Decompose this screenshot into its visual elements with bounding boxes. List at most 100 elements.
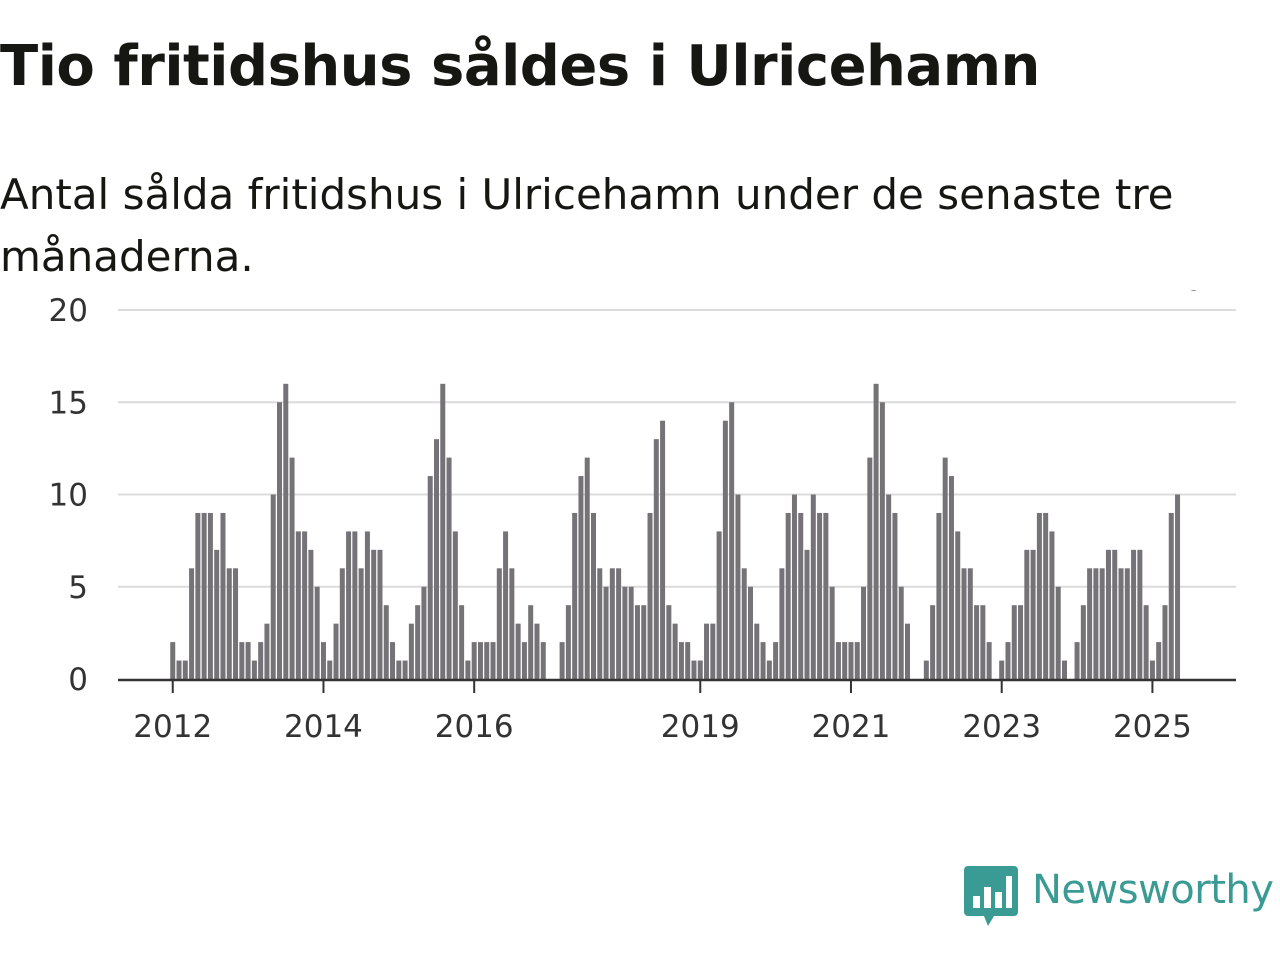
bar <box>1131 549 1137 679</box>
bar <box>779 568 785 679</box>
y-tick-label: 15 <box>49 385 88 421</box>
bar <box>773 642 779 679</box>
bar <box>182 660 188 679</box>
bar <box>327 660 333 679</box>
bar <box>955 531 961 679</box>
bar <box>967 568 973 679</box>
bar <box>201 512 207 679</box>
bar <box>402 660 408 679</box>
bar <box>653 439 659 679</box>
bar <box>835 642 841 679</box>
bar <box>817 512 823 679</box>
bar <box>170 642 176 679</box>
bar <box>678 642 684 679</box>
bar <box>415 605 421 679</box>
bar <box>383 605 389 679</box>
bar <box>1049 531 1055 679</box>
bar <box>1030 549 1036 679</box>
bar <box>195 512 201 679</box>
y-axis-ticks: 0 5 10 15 20 <box>49 293 88 698</box>
bar <box>333 623 339 679</box>
bar <box>352 531 358 679</box>
bar <box>396 660 402 679</box>
bar <box>741 568 747 679</box>
bar <box>521 642 527 679</box>
bar <box>748 586 753 679</box>
bar <box>873 383 879 679</box>
x-tick-label: 2025 <box>1113 709 1192 745</box>
bar <box>233 568 239 679</box>
bar <box>176 660 182 679</box>
bar <box>622 586 628 679</box>
bar <box>258 642 264 679</box>
bar <box>559 642 565 679</box>
bar <box>1118 568 1124 679</box>
bar <box>245 642 251 679</box>
x-axis-ticks: 2012 2014 2016 2019 2021 2023 2025 <box>133 680 1192 745</box>
bar <box>647 512 653 679</box>
x-tick-label: 2014 <box>284 709 363 745</box>
bar <box>308 549 314 679</box>
bar <box>1143 605 1149 679</box>
bar <box>1011 605 1017 679</box>
newsworthy-logo: Newsworthy <box>964 864 1280 928</box>
bar <box>289 457 295 679</box>
bar <box>810 494 816 679</box>
bar <box>829 586 835 679</box>
bar <box>898 586 904 679</box>
bar-chart: 0 5 10 15 20 2012 2014 2016 2019 2021 2023 2025 10 <box>49 290 1236 745</box>
bar <box>251 660 257 679</box>
bar <box>609 568 615 679</box>
bar <box>634 605 640 679</box>
bar <box>565 605 571 679</box>
bar <box>509 568 515 679</box>
bar <box>534 623 540 679</box>
bar <box>704 623 710 679</box>
bar <box>697 660 703 679</box>
bar <box>220 512 226 679</box>
bar <box>465 660 471 679</box>
bar <box>1099 568 1105 679</box>
bar <box>339 568 345 679</box>
newsworthy-logo-icon <box>964 866 1018 926</box>
bar <box>314 586 320 679</box>
bar <box>239 642 245 679</box>
newsworthy-logo-text: Newsworthy <box>1032 867 1274 913</box>
bar <box>377 549 383 679</box>
bar <box>597 568 603 679</box>
bar <box>408 623 414 679</box>
bar <box>930 605 936 679</box>
bar <box>722 420 728 679</box>
bar <box>710 623 716 679</box>
bar <box>189 568 195 679</box>
x-tick-label: 2023 <box>962 709 1041 745</box>
bar <box>371 549 377 679</box>
bar <box>283 383 289 679</box>
bar <box>804 549 810 679</box>
bar <box>716 531 722 679</box>
bar <box>471 642 477 679</box>
bar <box>270 494 276 679</box>
bars <box>170 383 1181 679</box>
y-tick-label: 0 <box>68 662 88 698</box>
bar <box>490 642 496 679</box>
bar <box>986 642 992 679</box>
bar <box>207 512 213 679</box>
bar <box>1024 549 1030 679</box>
chart-title: Tio fritidshus såldes i Ulricehamn <box>0 34 1040 99</box>
bar <box>1062 660 1067 679</box>
bar <box>390 642 396 679</box>
bar <box>660 420 666 679</box>
bar <box>603 586 609 679</box>
bar <box>226 568 232 679</box>
bar <box>1093 568 1099 679</box>
bar <box>886 494 892 679</box>
bar <box>923 660 929 679</box>
bar <box>320 642 326 679</box>
bar <box>591 512 596 679</box>
bar <box>616 568 622 679</box>
bar <box>1018 605 1024 679</box>
y-tick-label: 20 <box>49 293 88 329</box>
bar <box>791 494 797 679</box>
bar <box>1162 605 1168 679</box>
